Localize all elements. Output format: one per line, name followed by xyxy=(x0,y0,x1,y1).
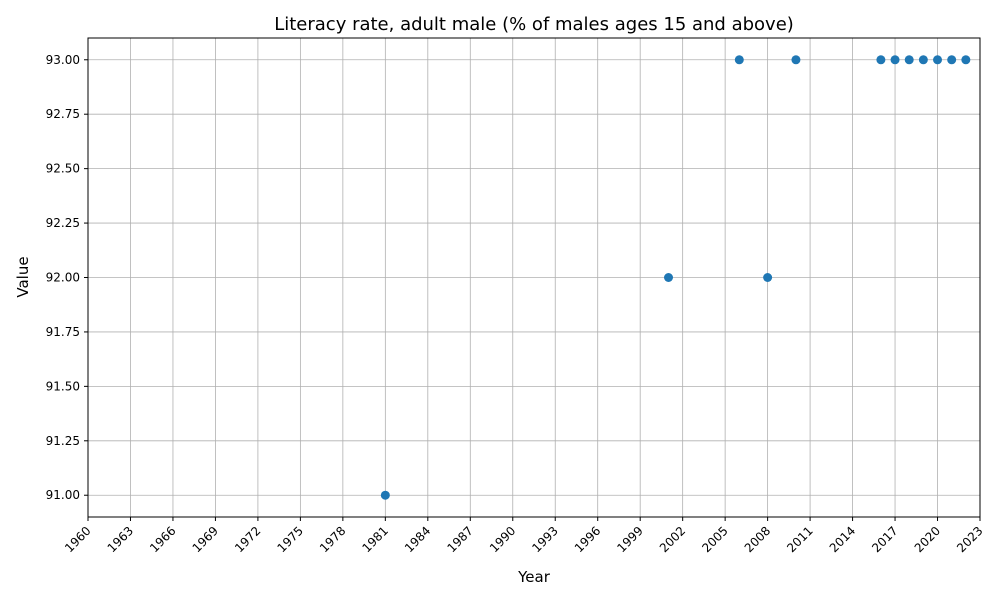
data-point xyxy=(961,55,971,65)
x-axis-label: Year xyxy=(517,568,551,586)
y-tick-label: 92.00 xyxy=(46,271,80,285)
data-point xyxy=(664,273,674,282)
data-point xyxy=(918,55,928,65)
y-axis-label: Value xyxy=(14,256,32,297)
chart-title: Literacy rate, adult male (% of males ag… xyxy=(274,14,794,35)
y-tick-label: 93.00 xyxy=(46,53,80,67)
y-tick-label: 91.50 xyxy=(46,379,80,393)
y-axis-ticks: 91.00 91.25 91.50 91.75 92.00 92.25 92.50 92.75… xyxy=(46,53,88,502)
data-point xyxy=(876,55,886,65)
y-tick-label: 92.75 xyxy=(46,107,80,121)
data-point xyxy=(904,55,914,65)
data-point xyxy=(933,55,943,65)
y-tick-label: 91.75 xyxy=(46,325,80,339)
data-point xyxy=(791,55,801,65)
y-tick-label: 92.50 xyxy=(46,162,80,176)
data-point xyxy=(763,273,773,282)
data-points xyxy=(380,55,971,500)
data-point xyxy=(890,55,900,65)
grid-lines xyxy=(87,38,981,517)
y-tick-label: 92.25 xyxy=(46,216,80,230)
data-point xyxy=(380,490,390,500)
y-tick-label: 91.00 xyxy=(46,488,80,502)
y-tick-label: 91.25 xyxy=(46,434,80,448)
data-point xyxy=(734,55,744,65)
data-point xyxy=(947,55,957,65)
